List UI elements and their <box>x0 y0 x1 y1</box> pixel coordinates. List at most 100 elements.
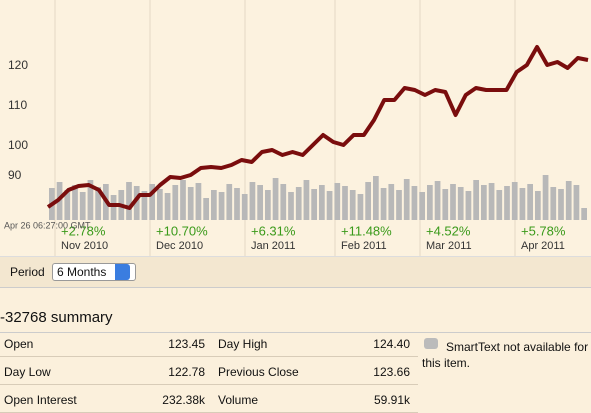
summary-value: 123.66 <box>373 365 410 379</box>
volume-bar <box>149 184 155 220</box>
volume-bar <box>79 192 86 220</box>
volume-bar <box>411 186 418 220</box>
chart: +2.78% Nov 2010 +10.70% Dec 2010 +6.31% Jan 2… <box>4 0 589 256</box>
volume-bar <box>211 190 217 220</box>
volume-bar <box>180 180 186 220</box>
volume-bar <box>457 187 464 220</box>
volume-bar <box>288 192 294 220</box>
volume-bar <box>295 187 302 220</box>
volume-bar <box>419 192 425 220</box>
period-bar: Period 6 Months <box>0 256 591 288</box>
period-label: Jan 2011 <box>251 240 295 252</box>
volume-bar <box>388 184 395 220</box>
volume-bar <box>195 183 202 220</box>
volume-bar <box>465 191 472 220</box>
volume-bar <box>110 195 117 220</box>
period-label: Feb 2011 <box>341 240 387 252</box>
summary-title: -32768 summary <box>0 309 591 333</box>
period-label: Apr 2011 <box>521 240 565 252</box>
volume-bar <box>311 189 317 220</box>
summary-label: Day High <box>218 337 268 351</box>
volume-bar <box>550 187 557 220</box>
volume-bar <box>365 182 371 220</box>
volume-bar <box>434 181 441 220</box>
row-separator <box>0 356 418 357</box>
volume-bar <box>203 198 209 220</box>
volume-bar <box>133 186 140 220</box>
volume-bar <box>473 180 479 220</box>
y-tick-label: 90 <box>8 168 22 182</box>
summary-value: 123.45 <box>168 337 205 351</box>
volume-bar <box>450 184 456 220</box>
summary-value: 232.38k <box>162 393 205 407</box>
volume-bar <box>511 182 518 220</box>
summary-label: Open Interest <box>4 393 77 407</box>
period-label: Period <box>10 265 45 279</box>
volume-bar <box>234 188 240 220</box>
volume-bar <box>280 184 287 220</box>
volume-bar <box>272 178 279 220</box>
volume-bar <box>573 185 580 220</box>
period-label: Dec 2010 <box>156 240 203 252</box>
smarttext-icon <box>424 338 438 349</box>
y-tick-label: 100 <box>8 138 28 152</box>
volume-bar <box>565 181 572 220</box>
period-label: Nov 2010 <box>61 240 108 252</box>
summary-label: Day Low <box>4 365 51 379</box>
period-change: +2.78% <box>61 223 106 238</box>
volume-bar <box>241 194 248 220</box>
y-tick-label: 120 <box>8 58 28 72</box>
volume-bar <box>496 190 503 220</box>
volume-bar <box>442 189 449 220</box>
period-change: +4.52% <box>426 223 471 238</box>
volume-bar <box>95 187 101 220</box>
volume-bar <box>87 180 94 220</box>
volume-bar <box>249 182 256 220</box>
volume-bar <box>172 185 179 220</box>
volume-bar <box>542 175 549 220</box>
volume-bar <box>126 182 132 220</box>
summary-value: 124.40 <box>373 337 410 351</box>
period-change: +11.48% <box>341 223 392 238</box>
volume-bar <box>527 184 533 220</box>
volume-bar <box>72 185 78 220</box>
volume-bar <box>373 176 379 220</box>
volume-bar <box>519 188 526 220</box>
volume-bar <box>504 186 510 220</box>
volume-bar <box>380 188 387 220</box>
period-change: +6.31% <box>251 223 296 238</box>
volume-bar <box>257 185 263 220</box>
volume-bar <box>349 190 356 220</box>
volume-bar <box>481 185 487 220</box>
summary-label: Previous Close <box>218 365 299 379</box>
volume-bar <box>187 187 194 220</box>
period-label: Mar 2011 <box>426 240 472 252</box>
volume-bar <box>218 192 225 220</box>
summary-value: 59.91k <box>373 393 410 407</box>
volume-bar <box>427 185 433 220</box>
volume-bar <box>319 185 325 220</box>
y-tick-label: 110 <box>8 98 27 112</box>
summary-label: Volume <box>218 393 259 407</box>
row-separator <box>0 384 418 385</box>
smarttext-note: SmartText not available for this item. <box>422 340 589 370</box>
volume-bar <box>488 183 495 220</box>
volume-bar <box>334 183 341 220</box>
period-change: +10.70% <box>156 223 208 238</box>
volume-bar <box>64 190 71 220</box>
volume-bar <box>558 189 564 220</box>
summary-value: 122.78 <box>168 365 205 379</box>
select-arrow[interactable] <box>115 264 130 280</box>
summary-label: Open <box>4 337 34 351</box>
volume-bar <box>342 186 348 220</box>
volume-bar <box>326 191 333 220</box>
volume-bar <box>265 190 271 220</box>
volume-bar <box>535 191 541 220</box>
volume-bar <box>403 179 410 220</box>
volume-bar <box>164 193 171 220</box>
volume-bar <box>226 184 233 220</box>
volume-bar <box>357 194 364 220</box>
volume-bar <box>581 208 587 220</box>
